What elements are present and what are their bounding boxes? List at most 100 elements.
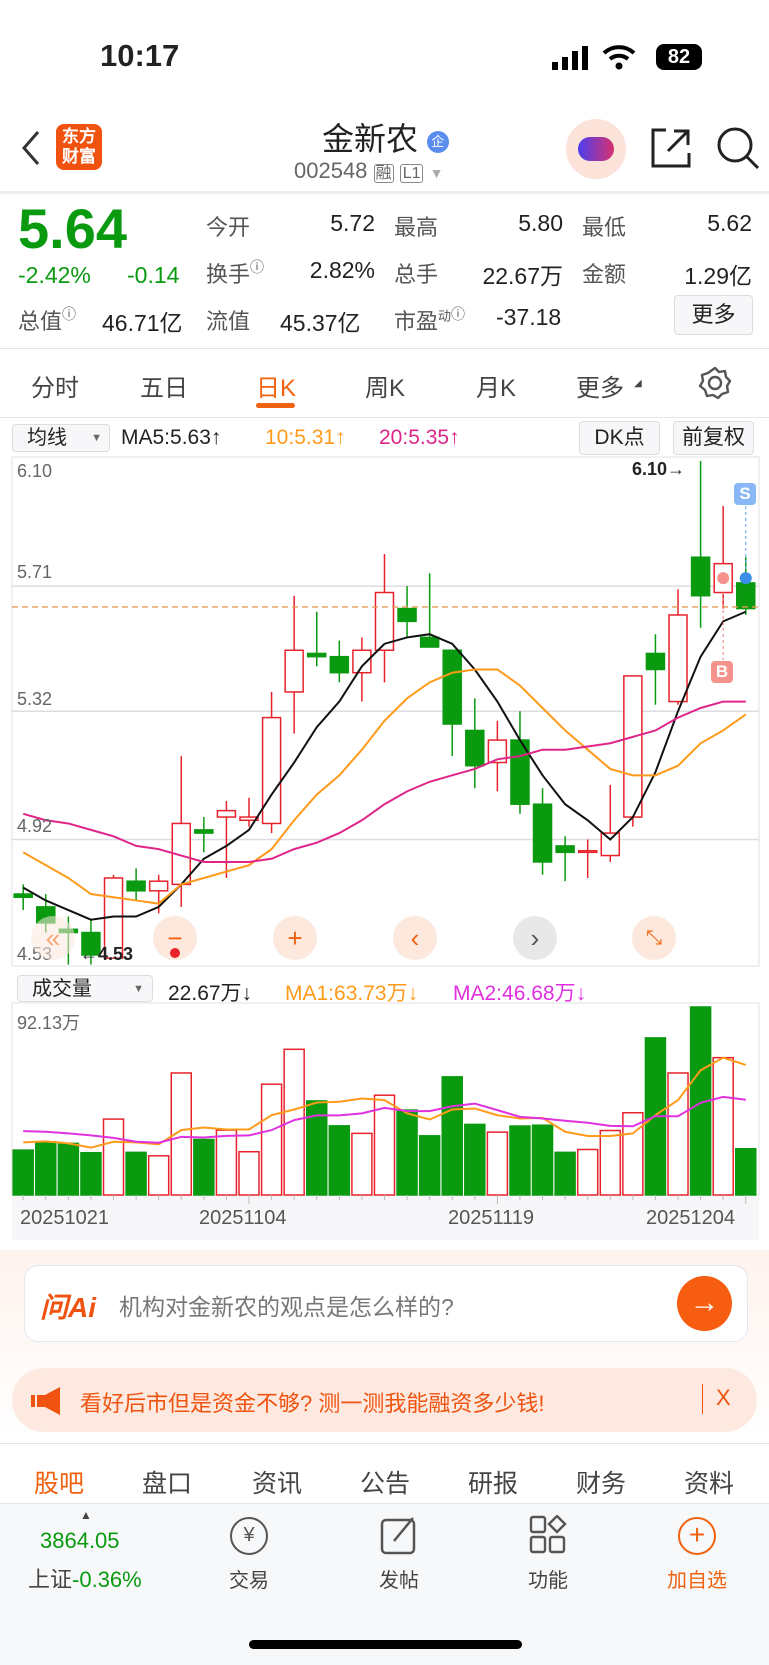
bottom-tab-4[interactable]: 研报: [467, 1470, 519, 1498]
volume-bar-down: [509, 1125, 531, 1196]
nav-post[interactable]: 发帖: [379, 1570, 419, 1592]
price-label-4: 4.92: [17, 816, 53, 836]
bottom-tab-5[interactable]: 财务: [575, 1470, 627, 1498]
turnover-value: 2.82%: [309, 257, 375, 283]
volume-bar-up: [351, 1132, 373, 1196]
bottom-tab-1[interactable]: 盘口: [141, 1470, 193, 1498]
ai-submit-button[interactable]: →: [677, 1276, 732, 1331]
high-marker: 6.10→: [632, 459, 686, 479]
candle-up: [216, 809, 237, 818]
home-indicator[interactable]: [249, 1640, 522, 1649]
nav-trade[interactable]: 交易: [229, 1570, 269, 1592]
scroll-left-icon[interactable]: ‹: [393, 916, 437, 960]
tab-period-1[interactable]: 五日: [140, 375, 188, 402]
index-change[interactable]: 上证-0.36%: [28, 1562, 142, 1594]
date-label: 20251021: [20, 1207, 109, 1229]
nav-add-watchlist[interactable]: 加自选: [667, 1570, 727, 1592]
back-icon[interactable]: [20, 130, 42, 166]
search-icon[interactable]: [716, 126, 760, 170]
ai-question-box[interactable]: 问Ai 机构对金新农的观点是怎么样的? →: [24, 1265, 748, 1342]
price-label-2: 5.71: [17, 562, 53, 582]
functions-grid-icon[interactable]: [529, 1515, 567, 1555]
candle-down: [465, 729, 485, 767]
tab-period-3[interactable]: 周K: [364, 375, 406, 402]
candle-down: [397, 607, 417, 623]
tab-period-5[interactable]: 更多: [576, 375, 624, 402]
volume-bar-down: [554, 1151, 576, 1196]
trade-icon[interactable]: ¥: [230, 1517, 268, 1555]
bottom-tab-6[interactable]: 资料: [683, 1470, 735, 1498]
bottom-tab-0[interactable]: 股吧: [33, 1470, 85, 1498]
volume-bar-up: [260, 1083, 283, 1196]
market-cap-label[interactable]: 总值ⓘ: [18, 304, 76, 336]
turnover-label[interactable]: 换手ⓘ: [206, 257, 264, 289]
date-axis: [12, 1195, 759, 1240]
dropdown-caret-icon: ▼: [429, 165, 444, 181]
candle-down: [126, 880, 146, 892]
volume-max-label: 92.13万: [17, 1013, 81, 1033]
volume-value: 22.67万: [482, 263, 563, 289]
index-value[interactable]: 3864.05: [40, 1528, 120, 1553]
candle-down: [736, 582, 756, 610]
buy-signal-marker[interactable]: B: [711, 661, 733, 683]
bottom-tab-3[interactable]: 公告: [359, 1470, 411, 1498]
candle-down: [306, 652, 327, 658]
chevron-down-icon: ▼: [91, 432, 102, 444]
amount-label: 金额: [582, 262, 627, 287]
volume-bar-up: [599, 1129, 622, 1196]
settings-gear-icon[interactable]: [698, 366, 732, 400]
add-watchlist-icon[interactable]: +: [678, 1517, 716, 1555]
info-icon: ⓘ: [451, 306, 466, 322]
candle-up: [148, 880, 169, 892]
tab-period-2[interactable]: 日K: [255, 375, 297, 402]
stock-code-row[interactable]: 002548 融 L1 ▼: [294, 158, 443, 184]
fullscreen-icon[interactable]: ⤡: [632, 916, 676, 960]
date-label: 20251104: [199, 1207, 287, 1229]
scroll-to-start-icon[interactable]: «: [31, 916, 75, 960]
candle-up: [261, 716, 282, 825]
volume-bar-up: [238, 1150, 260, 1196]
candle-down: [532, 803, 553, 863]
buy-point-dot: [717, 572, 730, 585]
level-badge: L1: [399, 164, 424, 183]
scroll-right-icon[interactable]: ›: [513, 916, 557, 960]
volume-bar-down: [193, 1138, 215, 1196]
promo-text: 看好后市但是资金不够? 测一测我能融资多少钱!: [80, 1391, 545, 1416]
zoom-out-icon[interactable]: −: [153, 916, 197, 960]
indicator-dropdown[interactable]: 均线 ▼: [12, 424, 110, 452]
tab-period-0[interactable]: 分时: [31, 375, 79, 402]
dk-point-button[interactable]: DK点: [579, 421, 660, 455]
change-amount: -0.14: [127, 262, 180, 288]
share-icon[interactable]: [650, 127, 692, 169]
volume-bar-down: [396, 1109, 418, 1196]
volume-bar-up: [576, 1148, 599, 1196]
nav-functions[interactable]: 功能: [528, 1570, 568, 1592]
ma20-value: 20:5.35↑: [379, 426, 460, 449]
promo-banner[interactable]: 看好后市但是资金不够? 测一测我能融资多少钱! X: [12, 1368, 757, 1432]
sell-signal-marker[interactable]: S: [734, 483, 756, 505]
candlestick-chart[interactable]: [0, 0, 769, 1250]
volume-indicator-label: 成交量: [32, 978, 92, 1000]
adjust-button[interactable]: 前复权: [673, 421, 754, 455]
ma5-value: MA5:5.63↑: [121, 426, 222, 449]
more-quote-button[interactable]: 更多: [674, 295, 753, 335]
app-logo[interactable]: 东方财富: [56, 124, 102, 170]
low-marker: ←4.53: [80, 944, 134, 964]
tab-period-4[interactable]: 月K: [475, 375, 517, 402]
bottom-tab-2[interactable]: 资讯: [251, 1470, 303, 1498]
volume-bar-up: [215, 1129, 238, 1196]
volume-indicator-dropdown[interactable]: 成交量 ▼: [17, 975, 153, 1002]
float-cap-label: 流值: [206, 309, 251, 334]
volume-bar-down: [328, 1125, 351, 1196]
last-price: 5.64: [18, 197, 127, 260]
volume-bar-down: [464, 1123, 486, 1196]
pe-label[interactable]: 市盈动ⓘ: [394, 304, 465, 336]
amount-value: 1.29亿: [684, 263, 752, 289]
battery-level: 82: [667, 46, 691, 68]
promo-close-button[interactable]: X: [716, 1385, 731, 1410]
zoom-in-icon[interactable]: +: [273, 916, 317, 960]
high-value: 5.80: [518, 210, 563, 236]
assistant-avatar[interactable]: [566, 119, 626, 179]
candle-down: [645, 652, 666, 671]
post-icon[interactable]: [380, 1515, 418, 1555]
